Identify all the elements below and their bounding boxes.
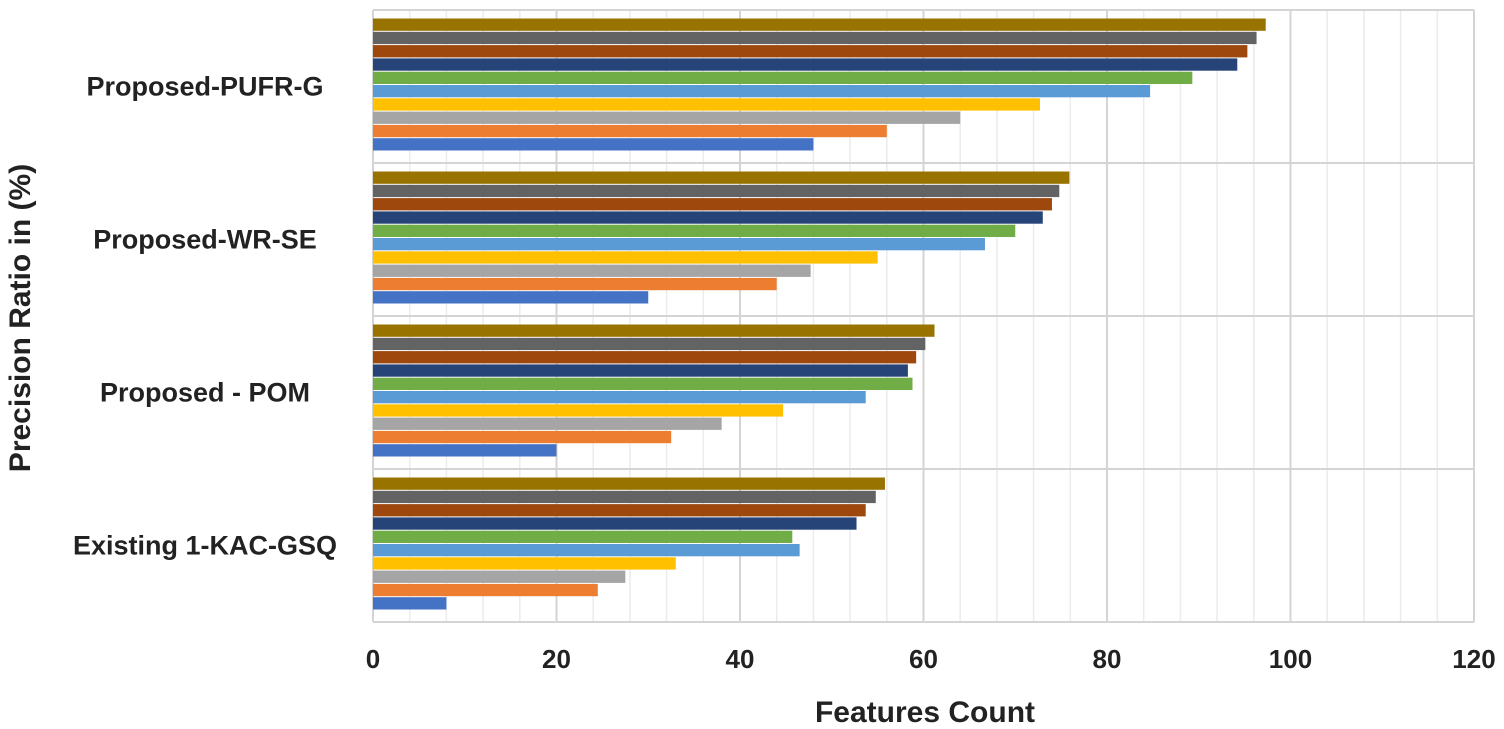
bar-proposed-pom-series-8 [373, 351, 917, 364]
bar-existing-1-kac-gsq-series-8 [373, 504, 866, 517]
category-label: Proposed - POM [100, 378, 310, 408]
y-axis-category-labels: Existing 1-KAC-GSQ Proposed - POM Proposed… [73, 72, 337, 561]
x-tick-label: 40 [726, 644, 755, 674]
bar-proposed-pufr-g-series-9 [373, 31, 1257, 45]
bar-proposed-pom-series-1 [373, 444, 557, 457]
bar-proposed-pufr-g-series-6 [373, 71, 1193, 84]
bar-proposed-pufr-g-series-5 [373, 85, 1151, 98]
bar-proposed-pufr-g-series-4 [373, 98, 1041, 111]
bar-existing-1-kac-gsq-series-1 [373, 597, 447, 610]
bar-proposed-pom-series-5 [373, 391, 866, 404]
bar-proposed-pom-series-3 [373, 417, 722, 430]
y-axis-title: Precision Ratio in (%) [4, 164, 37, 472]
bar-existing-1-kac-gsq-series-6 [373, 530, 793, 543]
bar-proposed-pufr-g-series-10 [373, 18, 1266, 31]
bar-proposed-pom-series-9 [373, 337, 926, 351]
bar-proposed-pom-series-7 [373, 364, 908, 377]
bar-proposed-pom-series-4 [373, 404, 784, 417]
bar-proposed-pom-series-10 [373, 324, 935, 337]
x-axis-tick-labels: 0 20 40 60 80 100 120 [366, 644, 1496, 674]
bar-existing-1-kac-gsq-series-10 [373, 477, 885, 490]
bar-existing-1-kac-gsq-series-2 [373, 583, 598, 597]
bar-proposed-wr-se-series-1 [373, 291, 649, 304]
bar-proposed-pufr-g-series-3 [373, 111, 961, 124]
x-tick-label: 120 [1452, 644, 1495, 674]
category-label: Existing 1-KAC-GSQ [73, 531, 337, 561]
x-tick-label: 80 [1093, 644, 1122, 674]
category-label: Proposed-WR-SE [93, 225, 317, 255]
bar-proposed-wr-se-series-7 [373, 211, 1043, 224]
x-tick-label: 0 [366, 644, 380, 674]
x-tick-label: 20 [542, 644, 571, 674]
x-tick-label: 100 [1269, 644, 1312, 674]
bar-proposed-wr-se-series-5 [373, 238, 985, 251]
bar-proposed-pom-series-6 [373, 377, 913, 390]
bar-proposed-pufr-g-series-8 [373, 45, 1248, 58]
bar-proposed-pufr-g-series-1 [373, 138, 814, 151]
bar-proposed-wr-se-series-9 [373, 184, 1060, 198]
bar-proposed-wr-se-series-4 [373, 251, 878, 264]
bar-proposed-wr-se-series-6 [373, 224, 1016, 237]
bar-existing-1-kac-gsq-series-9 [373, 490, 876, 504]
bar-existing-1-kac-gsq-series-5 [373, 544, 800, 557]
bars [373, 18, 1266, 610]
bar-proposed-wr-se-series-10 [373, 171, 1070, 184]
bar-proposed-wr-se-series-2 [373, 277, 777, 291]
bar-existing-1-kac-gsq-series-4 [373, 557, 676, 570]
bar-proposed-pufr-g-series-2 [373, 124, 887, 138]
bar-proposed-wr-se-series-8 [373, 198, 1052, 211]
bar-proposed-pom-series-2 [373, 430, 672, 444]
x-tick-label: 60 [909, 644, 938, 674]
bar-existing-1-kac-gsq-series-7 [373, 517, 857, 530]
bar-proposed-pufr-g-series-7 [373, 58, 1238, 71]
category-label: Proposed-PUFR-G [86, 72, 323, 102]
bar-existing-1-kac-gsq-series-3 [373, 570, 626, 583]
x-axis-title: Features Count [815, 696, 1035, 729]
bar-proposed-wr-se-series-3 [373, 264, 811, 277]
